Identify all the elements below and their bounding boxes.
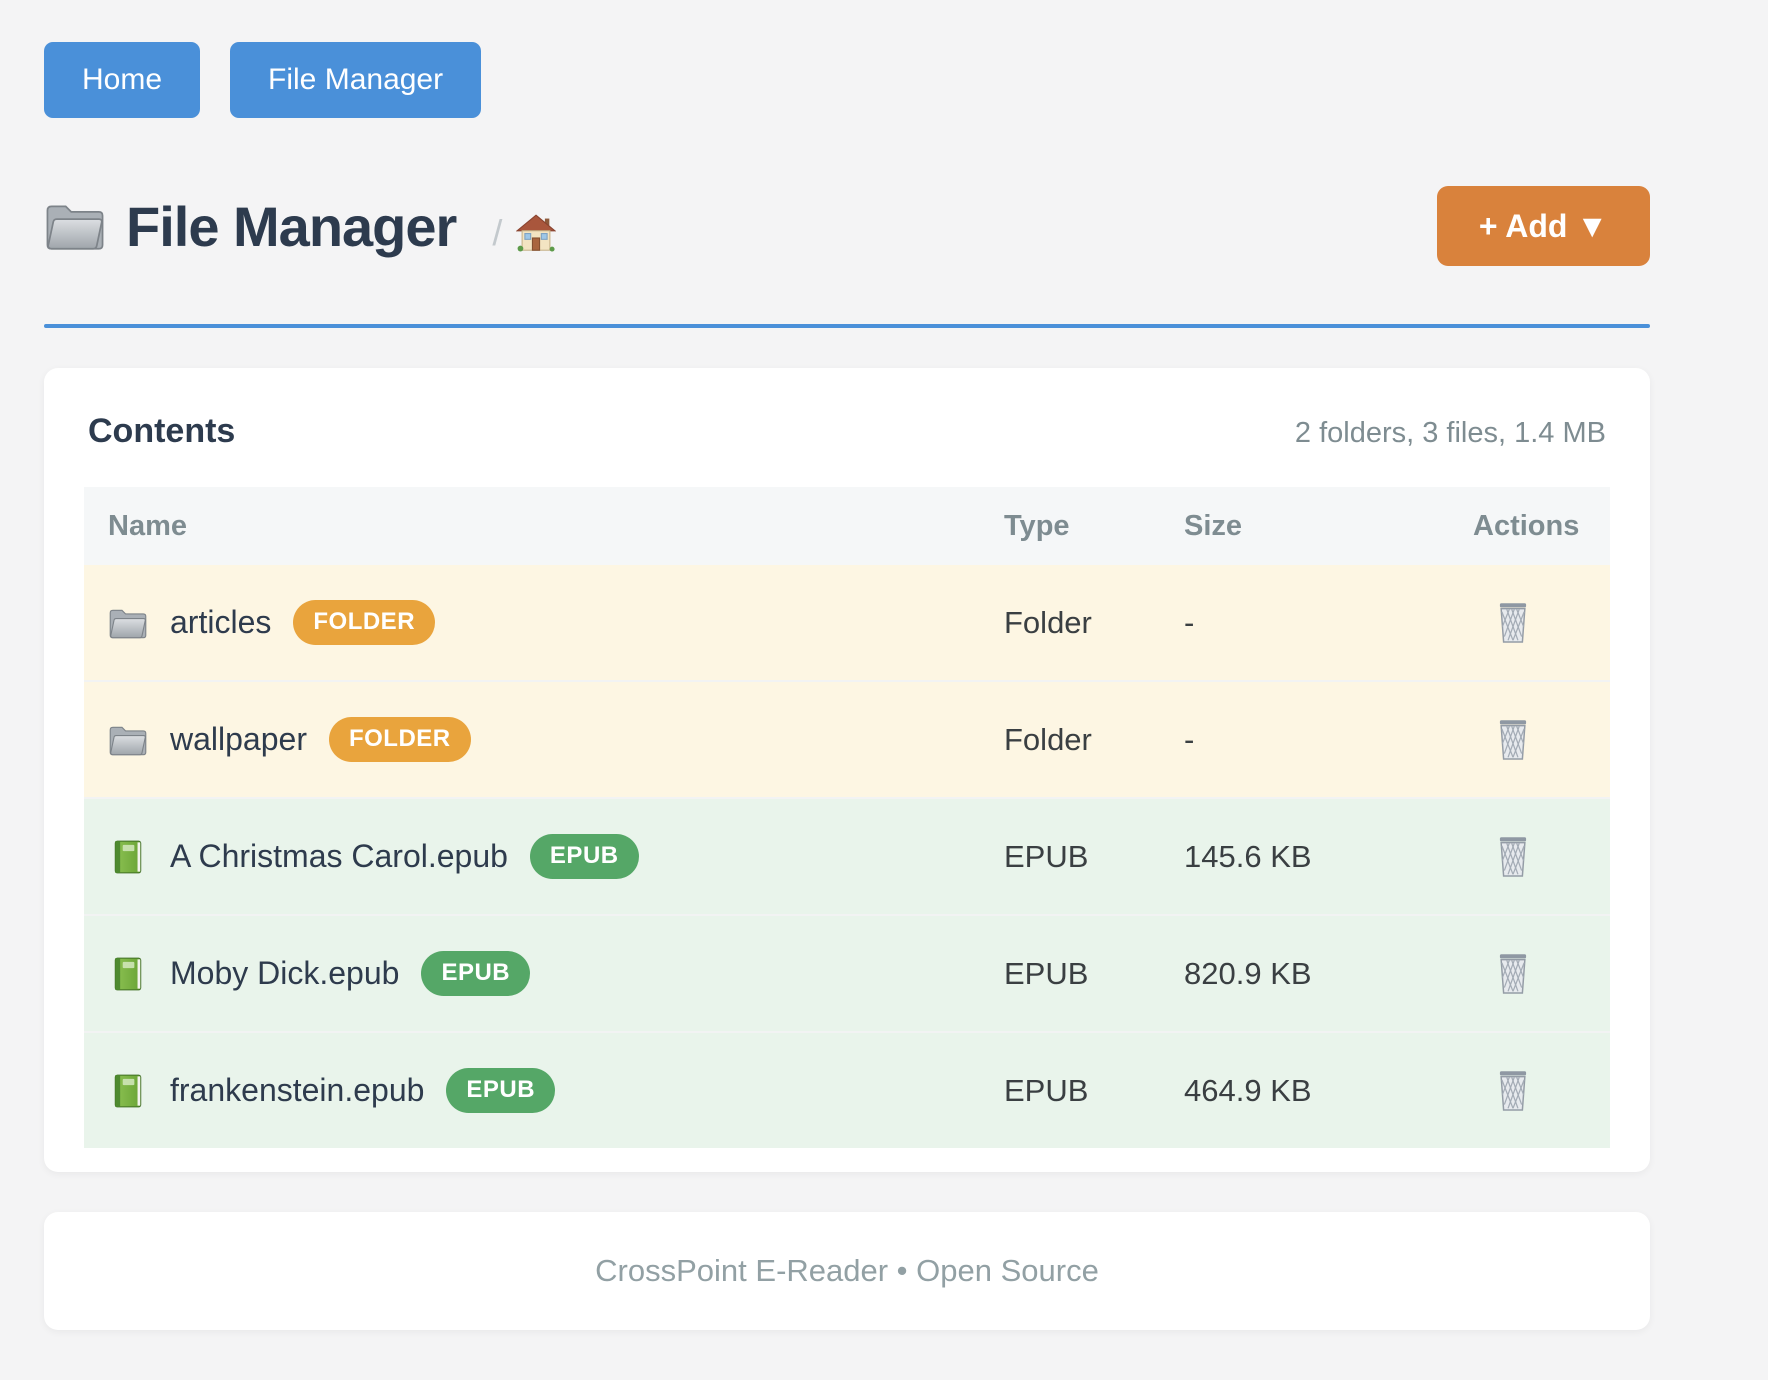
trash-icon xyxy=(1495,719,1531,761)
table-row[interactable]: A Christmas Carol.epub EPUB EPUB 145.6 K… xyxy=(84,798,1610,915)
size-cell: 145.6 KB xyxy=(1184,838,1312,874)
table-row[interactable]: wallpaper FOLDER Folder - xyxy=(84,681,1610,798)
delete-button[interactable] xyxy=(1491,835,1535,879)
breadcrumb-separator: / xyxy=(492,212,503,253)
table-row[interactable]: frankenstein.epub EPUB EPUB 464.9 KB xyxy=(84,1032,1610,1148)
trash-icon xyxy=(1495,602,1531,644)
epub-badge: EPUB xyxy=(421,951,531,996)
column-header-size: Size xyxy=(1160,487,1415,565)
file-name[interactable]: A Christmas Carol.epub xyxy=(170,838,508,874)
page-title: File Manager xyxy=(126,194,457,258)
type-cell: EPUB xyxy=(1004,1072,1089,1108)
folder-icon xyxy=(108,722,148,758)
column-header-type: Type xyxy=(980,487,1160,565)
type-cell: Folder xyxy=(1004,721,1092,757)
folder-badge: FOLDER xyxy=(328,717,471,762)
delete-button[interactable] xyxy=(1491,952,1535,996)
folder-badge: FOLDER xyxy=(293,600,436,645)
page-header: File Manager / + Add ▼ xyxy=(44,186,1650,266)
page-content: Home File Manager File Manager / + Add ▼… xyxy=(44,0,1650,1330)
footer: CrossPoint E-Reader • Open Source xyxy=(44,1212,1650,1330)
epub-badge: EPUB xyxy=(529,834,639,879)
green-book-icon xyxy=(108,956,148,992)
table-row[interactable]: articles FOLDER Folder - xyxy=(84,565,1610,681)
trash-icon xyxy=(1495,953,1531,995)
file-table: Name Type Size Actions articles FOLDER F… xyxy=(84,487,1610,1148)
breadcrumb: / xyxy=(492,212,556,254)
trash-icon xyxy=(1495,1070,1531,1112)
table-row[interactable]: Moby Dick.epub EPUB EPUB 820.9 KB xyxy=(84,915,1610,1032)
contents-card: Contents 2 folders, 3 files, 1.4 MB Name… xyxy=(44,368,1650,1172)
title-divider xyxy=(44,324,1650,328)
table-header-row: Name Type Size Actions xyxy=(84,487,1610,565)
home-icon[interactable] xyxy=(516,214,556,252)
file-name[interactable]: articles xyxy=(170,604,272,640)
top-nav: Home File Manager xyxy=(44,0,1650,118)
epub-badge: EPUB xyxy=(446,1068,556,1113)
file-manager-nav-button[interactable]: File Manager xyxy=(230,42,482,118)
file-name[interactable]: Moby Dick.epub xyxy=(170,955,400,991)
folder-icon xyxy=(108,605,148,641)
size-cell: 820.9 KB xyxy=(1184,955,1312,991)
type-cell: EPUB xyxy=(1004,955,1089,991)
contents-title: Contents xyxy=(88,412,236,450)
green-book-icon xyxy=(108,839,148,875)
column-header-actions: Actions xyxy=(1415,487,1610,565)
size-cell: - xyxy=(1184,721,1195,757)
type-cell: EPUB xyxy=(1004,838,1089,874)
green-book-icon xyxy=(108,1073,148,1109)
delete-button[interactable] xyxy=(1491,718,1535,762)
add-button[interactable]: + Add ▼ xyxy=(1436,186,1650,266)
size-cell: - xyxy=(1184,604,1195,640)
file-name[interactable]: wallpaper xyxy=(170,721,307,757)
folder-icon xyxy=(44,200,106,252)
trash-icon xyxy=(1495,836,1531,878)
delete-button[interactable] xyxy=(1491,601,1535,645)
column-header-name: Name xyxy=(84,487,980,565)
delete-button[interactable] xyxy=(1491,1069,1535,1113)
type-cell: Folder xyxy=(1004,604,1092,640)
home-nav-button[interactable]: Home xyxy=(44,42,201,118)
footer-text: CrossPoint E-Reader • Open Source xyxy=(595,1253,1099,1288)
size-cell: 464.9 KB xyxy=(1184,1072,1312,1108)
contents-summary: 2 folders, 3 files, 1.4 MB xyxy=(1294,417,1606,449)
file-name[interactable]: frankenstein.epub xyxy=(170,1072,425,1108)
